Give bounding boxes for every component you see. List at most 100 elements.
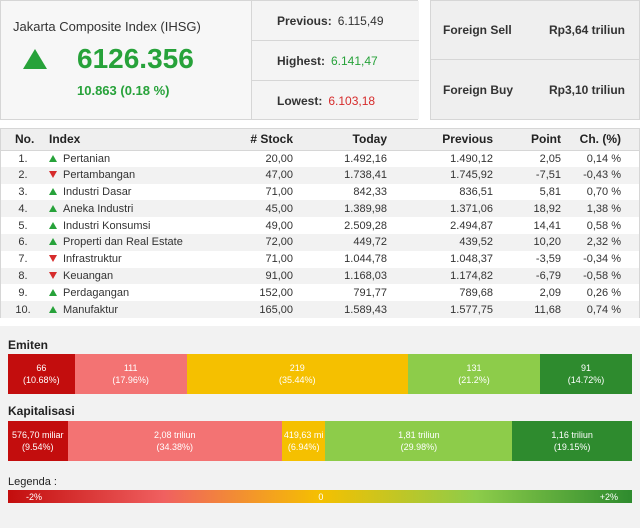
row-stock: 165,00 xyxy=(235,301,293,318)
kapitalisasi-segment[interactable]: 576,70 miliar (9.54%) xyxy=(8,421,68,461)
row-previous: 1.048,37 xyxy=(387,250,493,268)
row-index-name: Perdagangan xyxy=(45,284,235,302)
table-row[interactable]: 10. Manufaktur 165,00 1.589,43 1.577,75 11,68… xyxy=(1,301,639,318)
emiten-bar: 66 (10.68%) 111 (17.96%) 219 (35.44%) 131 (21.2… xyxy=(8,354,632,394)
kapitalisasi-segment-value: 2,08 triliun xyxy=(154,430,196,440)
row-today: 842,33 xyxy=(293,183,387,201)
legend-max: +2% xyxy=(599,491,618,502)
kapitalisasi-segment-value: 1,16 triliun xyxy=(551,430,593,440)
emiten-segment-percent: (35.44%) xyxy=(279,375,316,385)
emiten-segment[interactable]: 219 (35.44%) xyxy=(186,354,408,394)
table-row[interactable]: 8. Keuangan 91,00 1.168,03 1.174,82 -6,79 -0,5… xyxy=(1,267,639,285)
foreign-sell-label: Foreign Sell xyxy=(443,23,512,37)
emiten-segment[interactable]: 131 (21.2%) xyxy=(407,354,541,394)
col-header-previous[interactable]: Previous xyxy=(387,129,493,151)
row-previous: 1.577,75 xyxy=(387,301,493,318)
col-header-today[interactable]: Today xyxy=(293,129,387,151)
col-header-no[interactable]: No. xyxy=(1,129,45,151)
row-number: 10. xyxy=(1,301,45,318)
table-row[interactable]: 5. Industri Konsumsi 49,00 2.509,28 2.494,87… xyxy=(1,217,639,234)
row-previous: 439,52 xyxy=(387,233,493,251)
emiten-segment-value: 219 xyxy=(289,363,305,373)
kapitalisasi-segment-value: 419,63 mi xyxy=(283,430,324,440)
emiten-segment-percent: (17.96%) xyxy=(112,375,149,385)
kapitalisasi-segment-percent: (6.94%) xyxy=(287,442,320,452)
row-change: -0,58 % xyxy=(561,267,639,285)
kapitalisasi-segment-value: 1,81 triliun xyxy=(398,430,440,440)
arrow-up-icon xyxy=(49,305,57,313)
kapitalisasi-bar: 576,70 miliar (9.54%) 2,08 triliun (34.38%)… xyxy=(8,421,632,461)
table-row[interactable]: 4. Aneka Industri 45,00 1.389,98 1.371,06 18,… xyxy=(1,200,639,218)
arrow-up-icon xyxy=(49,154,57,162)
index-name-text: Pertambangan xyxy=(63,169,136,182)
emiten-segment-value: 131 xyxy=(466,363,482,373)
row-point: 11,68 xyxy=(493,301,561,318)
emiten-segment[interactable]: 91 (14.72%) xyxy=(540,354,632,394)
col-header-point[interactable]: Point xyxy=(493,129,561,151)
kapitalisasi-segment[interactable]: 1,16 triliun (19.15%) xyxy=(512,421,632,461)
table-row[interactable]: 7. Infrastruktur 71,00 1.044,78 1.048,37 -3,5… xyxy=(1,250,639,268)
row-stock: 49,00 xyxy=(235,217,293,234)
arrow-down-icon xyxy=(49,171,57,179)
row-point: 18,92 xyxy=(493,200,561,218)
row-stock: 91,00 xyxy=(235,267,293,285)
emiten-segment-value: 66 xyxy=(36,363,47,373)
col-header-stock[interactable]: # Stock xyxy=(235,129,293,151)
row-number: 5. xyxy=(1,217,45,234)
row-previous: 1.174,82 xyxy=(387,267,493,285)
col-header-change[interactable]: Ch. (%) xyxy=(561,129,639,151)
row-today: 1.044,78 xyxy=(293,250,387,268)
emiten-segment[interactable]: 111 (17.96%) xyxy=(74,354,187,394)
distribution-panel: Emiten 66 (10.68%) 111 (17.96%) 219 (35.44%) 1… xyxy=(0,326,640,528)
row-index-name: Industri Konsumsi xyxy=(45,217,235,234)
row-number: 2. xyxy=(1,166,45,184)
row-number: 4. xyxy=(1,200,45,218)
index-value: 6126.356 xyxy=(77,43,194,74)
row-change: -0,43 % xyxy=(561,166,639,184)
index-summary-panel: Jakarta Composite Index (IHSG) 6126.356 … xyxy=(0,0,419,120)
row-index-name: Keuangan xyxy=(45,267,235,285)
col-header-index[interactable]: Index xyxy=(45,129,235,151)
row-index-name: Industri Dasar xyxy=(45,183,235,201)
row-number: 9. xyxy=(1,284,45,302)
table-row[interactable]: 2. Pertambangan 47,00 1.738,41 1.745,92 -7,51… xyxy=(1,166,639,184)
kapitalisasi-title: Kapitalisasi xyxy=(8,404,75,418)
row-index-name: Infrastruktur xyxy=(45,250,235,268)
row-number: 6. xyxy=(1,233,45,251)
foreign-buy-label: Foreign Buy xyxy=(443,82,514,97)
foreign-buy-row: Foreign Buy Rp3,10 triliun xyxy=(431,60,639,119)
row-today: 791,77 xyxy=(293,284,387,302)
row-previous: 2.494,87 xyxy=(387,217,493,234)
index-name-text: Pertanian xyxy=(63,152,111,165)
row-previous: 789,68 xyxy=(387,284,493,302)
table-row[interactable]: 1. Pertanian 20,00 1.492,16 1.490,12 2,05 0,14… xyxy=(1,150,639,167)
row-stock: 72,00 xyxy=(235,233,293,251)
highest-row: Highest: 6.141,47 xyxy=(252,41,419,81)
row-index-name: Manufaktur xyxy=(45,301,235,318)
arrow-up-icon xyxy=(49,288,57,296)
row-stock: 71,00 xyxy=(235,250,293,268)
previous-value: 6.115,49 xyxy=(337,13,384,28)
row-index-name: Pertanian xyxy=(45,150,235,167)
kapitalisasi-segment-value: 576,70 miliar xyxy=(11,430,64,440)
kapitalisasi-segment[interactable]: 2,08 triliun (34.38%) xyxy=(67,421,283,461)
legend-min: -2% xyxy=(26,491,43,502)
table-row[interactable]: 6. Properti dan Real Estate 72,00 449,72 439… xyxy=(1,233,639,251)
row-index-name: Properti dan Real Estate xyxy=(45,233,235,251)
row-point: -3,59 xyxy=(493,250,561,268)
row-change: 0,58 % xyxy=(561,217,639,234)
row-change: 0,74 % xyxy=(561,301,639,318)
trend-up-icon xyxy=(23,49,47,69)
row-point: 10,20 xyxy=(493,233,561,251)
row-point: 2,05 xyxy=(493,150,561,167)
kapitalisasi-segment[interactable]: 419,63 mi (6.94%) xyxy=(282,421,326,461)
sector-index-table: No. Index # Stock Today Previous Point C… xyxy=(0,128,640,318)
emiten-segment-value: 91 xyxy=(581,363,592,373)
row-today: 1.389,98 xyxy=(293,200,387,218)
lowest-value: 6.103,18 xyxy=(328,94,376,108)
kapitalisasi-segment[interactable]: 1,81 triliun (29.98%) xyxy=(325,421,513,461)
emiten-segment-value: 111 xyxy=(123,363,138,373)
emiten-segment[interactable]: 66 (10.68%) xyxy=(8,354,75,394)
table-row[interactable]: 3. Industri Dasar 71,00 842,33 836,51 5,81 0,7… xyxy=(1,183,639,201)
table-row[interactable]: 9. Perdagangan 152,00 791,77 789,68 2,09 0,26 … xyxy=(1,284,639,302)
